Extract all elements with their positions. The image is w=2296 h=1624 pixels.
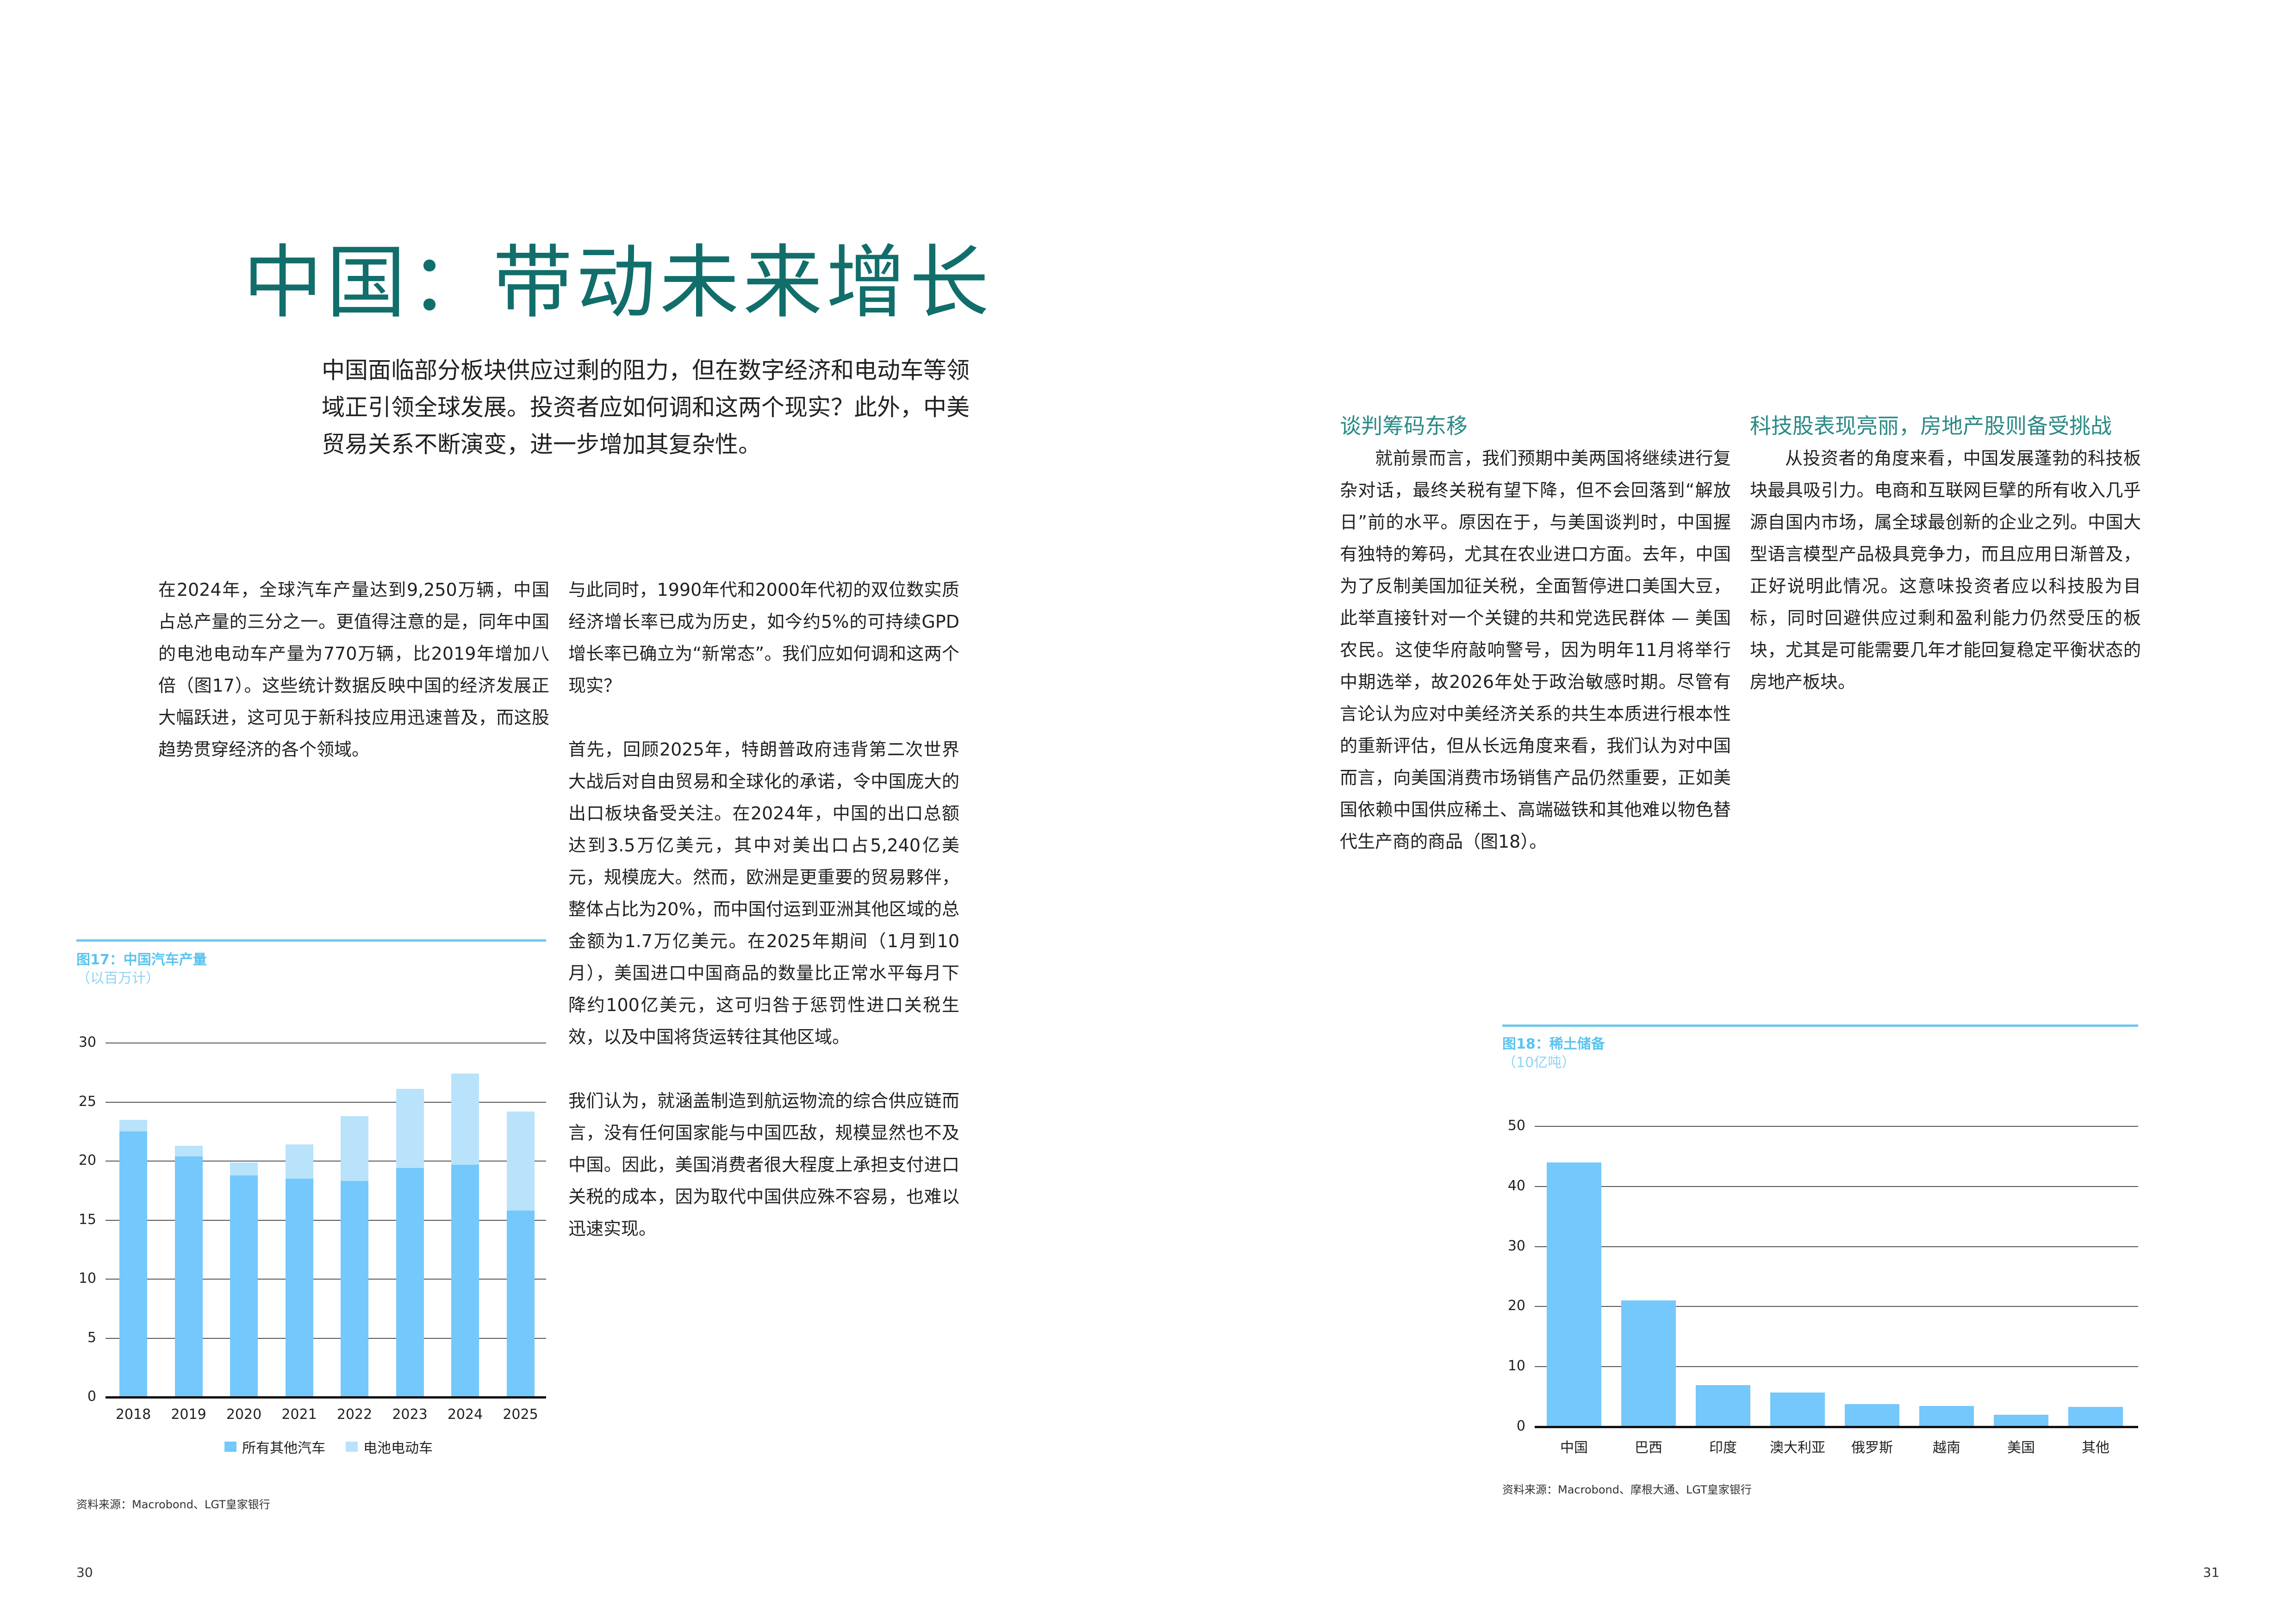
bar-2019-s1 (174, 1145, 203, 1156)
x-tick-label: 2018 (115, 1406, 151, 1423)
y-tick-label: 50 (1507, 1118, 1525, 1134)
bar-美国 (1994, 1415, 2048, 1427)
x-tick-label: 巴西 (1635, 1440, 1662, 1456)
bar-澳大利亚 (1770, 1393, 1825, 1427)
chart-top-rule (1502, 1024, 2138, 1027)
gridline (1535, 1366, 2138, 1368)
chart-top-rule (76, 939, 546, 942)
paragraph: 在2024年，全球汽车产量达到9,250万辆，中国占总产量的三分之一。更值得注意… (158, 580, 549, 760)
bar-越南 (1919, 1405, 1974, 1427)
y-tick-label: 0 (87, 1388, 96, 1405)
x-tick-label: 2020 (226, 1406, 262, 1423)
x-tick-label: 其他 (2082, 1440, 2109, 1456)
x-tick-label: 美国 (2007, 1440, 2035, 1456)
gridline (1535, 1246, 2138, 1247)
page-number-right: 31 (2203, 1565, 2220, 1580)
x-tick-label: 澳大利亚 (1770, 1440, 1825, 1456)
section-heading: 谈判筹码东移 (1340, 413, 1468, 438)
bar-2019-s0 (174, 1156, 203, 1397)
x-tick-label: 2025 (503, 1406, 538, 1423)
x-tick-label: 2019 (171, 1406, 206, 1423)
chart-source: 资料来源：Macrobond、摩根大通、LGT皇家银行 (1502, 1483, 1752, 1496)
x-tick-label: 2022 (336, 1406, 373, 1423)
legend-swatch-ev (346, 1442, 358, 1452)
page-title: 中国：带动未来增长 (243, 236, 993, 329)
gridline (1535, 1186, 2138, 1187)
y-tick-label: 20 (78, 1152, 96, 1168)
bar-其他 (2068, 1407, 2123, 1427)
chart-subtitle: （10亿吨） (1502, 1055, 1576, 1071)
chart-title: 图18：稀土储备 (1502, 1036, 1605, 1052)
paragraph: 首先，回顾2025年，特朗普政府违背第二次世界大战后对自由贸易和全球化的承诺，令… (568, 739, 959, 1047)
bar-2025-s1 (506, 1111, 535, 1211)
bar-巴西 (1621, 1300, 1676, 1427)
section-negotiation: 谈判筹码东移 就前景而言，我们预期中美两国将继续进行复杂对话，最终关税有望下降，… (1340, 412, 1731, 858)
bar-2021-s1 (285, 1144, 313, 1179)
y-tick-label: 0 (1516, 1418, 1525, 1434)
bar-2025-s0 (506, 1211, 535, 1397)
paragraph: 就前景而言，我们预期中美两国将继续进行复杂对话，最终关税有望下降，但不会回落到“… (1340, 448, 1731, 852)
gridline (106, 1337, 546, 1339)
gridline (1535, 1126, 2138, 1127)
y-tick-label: 5 (87, 1329, 96, 1346)
x-tick-label: 2021 (281, 1406, 317, 1423)
y-tick-label: 30 (1507, 1237, 1525, 1254)
bar-2022-s1 (341, 1116, 368, 1181)
left-column: 在2024年，全球汽车产量达到9,250万辆，中国占总产量的三分之一。更值得注意… (158, 574, 549, 798)
x-tick-label: 印度 (1709, 1440, 1737, 1456)
gridline (1535, 1306, 2138, 1307)
x-axis (106, 1396, 546, 1399)
section-tech-property: 科技股表现亮丽，房地产股则备受挑战 从投资者的角度来看，中国发展蓬勃的科技板块最… (1750, 412, 2141, 698)
section-heading: 科技股表现亮丽，房地产股则备受挑战 (1750, 413, 2112, 438)
bar-2022-s0 (341, 1181, 368, 1397)
gridline (106, 1101, 546, 1103)
bar-2018-s1 (119, 1119, 147, 1132)
bar-俄罗斯 (1845, 1404, 1899, 1427)
gridline (106, 1161, 546, 1162)
y-tick-label: 25 (78, 1093, 96, 1110)
y-tick-label: 10 (1507, 1358, 1525, 1374)
intro-paragraph: 中国面临部分板块供应过剩的阻力，但在数字经济和电动车等领域正引领全球发展。投资者… (322, 357, 970, 458)
x-tick-label: 2023 (392, 1406, 428, 1423)
bar-2023-s1 (396, 1089, 424, 1168)
bar-2018-s0 (119, 1131, 147, 1397)
chart-subtitle: （以百万计） (76, 970, 160, 987)
chart-title: 图17：中国汽车产量 (76, 952, 207, 968)
bar-2020-s1 (230, 1162, 258, 1175)
y-tick-label: 10 (78, 1270, 96, 1287)
bar-2024-s1 (451, 1074, 479, 1165)
legend-label: 所有其他汽车 (242, 1440, 325, 1456)
legend-label: 电池电动车 (363, 1440, 433, 1456)
y-tick-label: 40 (1507, 1177, 1525, 1194)
bar-印度 (1696, 1385, 1750, 1427)
x-tick-label: 越南 (1933, 1440, 1960, 1456)
y-tick-label: 30 (78, 1034, 96, 1050)
y-tick-label: 15 (78, 1211, 96, 1228)
bar-2020-s0 (230, 1175, 258, 1397)
paragraph: 我们认为，就涵盖制造到航运物流的综合供应链而言，没有任何国家能与中国匹敌，规模显… (568, 1091, 959, 1239)
x-tick-label: 俄罗斯 (1851, 1440, 1893, 1456)
bar-中国 (1547, 1162, 1601, 1427)
x-tick-label: 2024 (447, 1406, 483, 1423)
y-tick-label: 20 (1507, 1298, 1525, 1314)
page-number-left: 30 (76, 1565, 93, 1580)
x-axis (1535, 1426, 2138, 1428)
legend-swatch-other (224, 1442, 236, 1452)
chart-source: 资料来源：Macrobond、LGT皇家银行 (76, 1498, 270, 1511)
paragraph: 从投资者的角度来看，中国发展蓬勃的科技板块最具吸引力。电商和互联网巨擘的所有收入… (1750, 448, 2141, 692)
gridline (106, 1219, 546, 1221)
bar-2023-s0 (396, 1168, 424, 1397)
middle-column: 与此同时，1990年代和2000年代初的双位数实质经济增长率已成为历史，如今约5… (568, 574, 959, 1277)
chart-legend: 所有其他汽车 电池电动车 (224, 1437, 433, 1457)
gridline (106, 1279, 546, 1280)
bar-2024-s0 (451, 1164, 479, 1397)
x-tick-label: 中国 (1560, 1440, 1588, 1456)
bar-2021-s0 (285, 1179, 313, 1397)
paragraph: 与此同时，1990年代和2000年代初的双位数实质经济增长率已成为历史，如今约5… (568, 580, 959, 696)
